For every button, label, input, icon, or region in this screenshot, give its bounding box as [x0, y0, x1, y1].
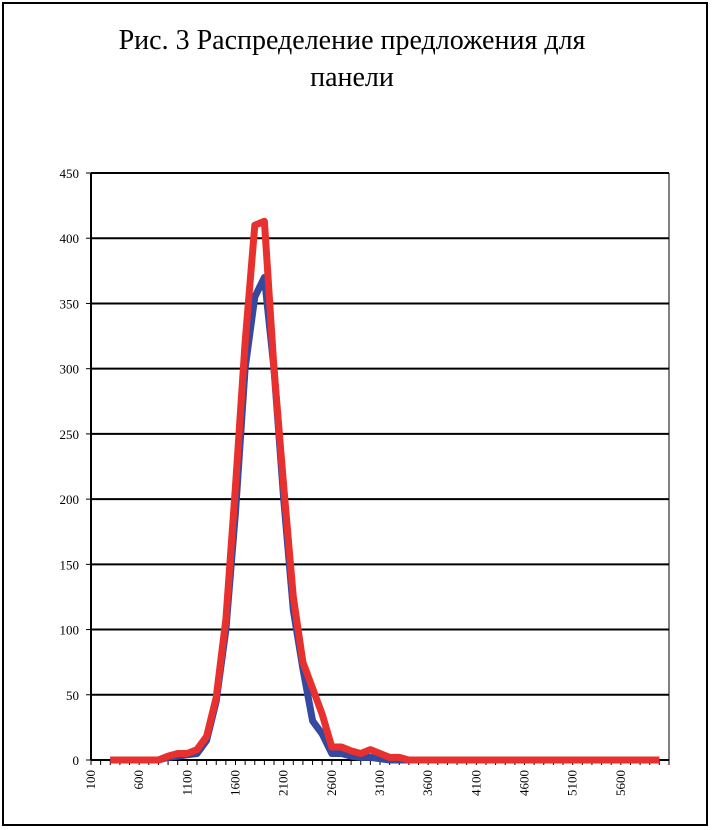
y-tick-label: 100	[60, 623, 80, 638]
y-tick-labels: 0 50 100 150 200 250 300 350 400 450	[60, 166, 80, 768]
x-tick-label: 2100	[276, 770, 291, 796]
y-tick-label: 0	[73, 753, 80, 768]
grid-lines	[91, 172, 670, 760]
axes	[86, 172, 670, 765]
x-tick-label: 100	[83, 770, 98, 790]
x-tick-labels: 100 600 1100 1600 2100 2600 3100 3600 4100 4600 51…	[83, 770, 628, 796]
x-tick-label: 5100	[565, 770, 580, 796]
y-tick-label: 150	[60, 557, 80, 572]
series-line-1	[110, 273, 660, 764]
chart-title: Рис. 3 Распределение предложения для пан…	[0, 22, 704, 96]
y-tick-label: 200	[60, 492, 80, 507]
y-tick-label: 250	[60, 427, 80, 442]
x-tick-label: 600	[131, 770, 146, 790]
x-tick-label: 2600	[324, 770, 339, 796]
series-line-2	[110, 217, 660, 764]
chart-title-line-2: панели	[310, 62, 394, 93]
x-tick-label: 3600	[420, 770, 435, 796]
x-tick-label: 4100	[468, 770, 483, 796]
y-tick-label: 50	[66, 688, 79, 703]
y-tick-label: 450	[60, 166, 80, 181]
chart-title-line-1: Рис. 3 Распределение предложения для	[118, 25, 586, 56]
x-tick-label: 4600	[517, 770, 532, 796]
x-tick-label: 3100	[372, 770, 387, 796]
x-tick-label: 5600	[613, 770, 628, 796]
y-tick-label: 350	[60, 296, 80, 311]
y-tick-label: 300	[60, 362, 80, 377]
x-tick-label: 1100	[179, 770, 194, 796]
y-tick-label: 400	[60, 231, 80, 246]
x-tick-label: 1600	[228, 770, 243, 796]
series-lines	[110, 217, 660, 764]
